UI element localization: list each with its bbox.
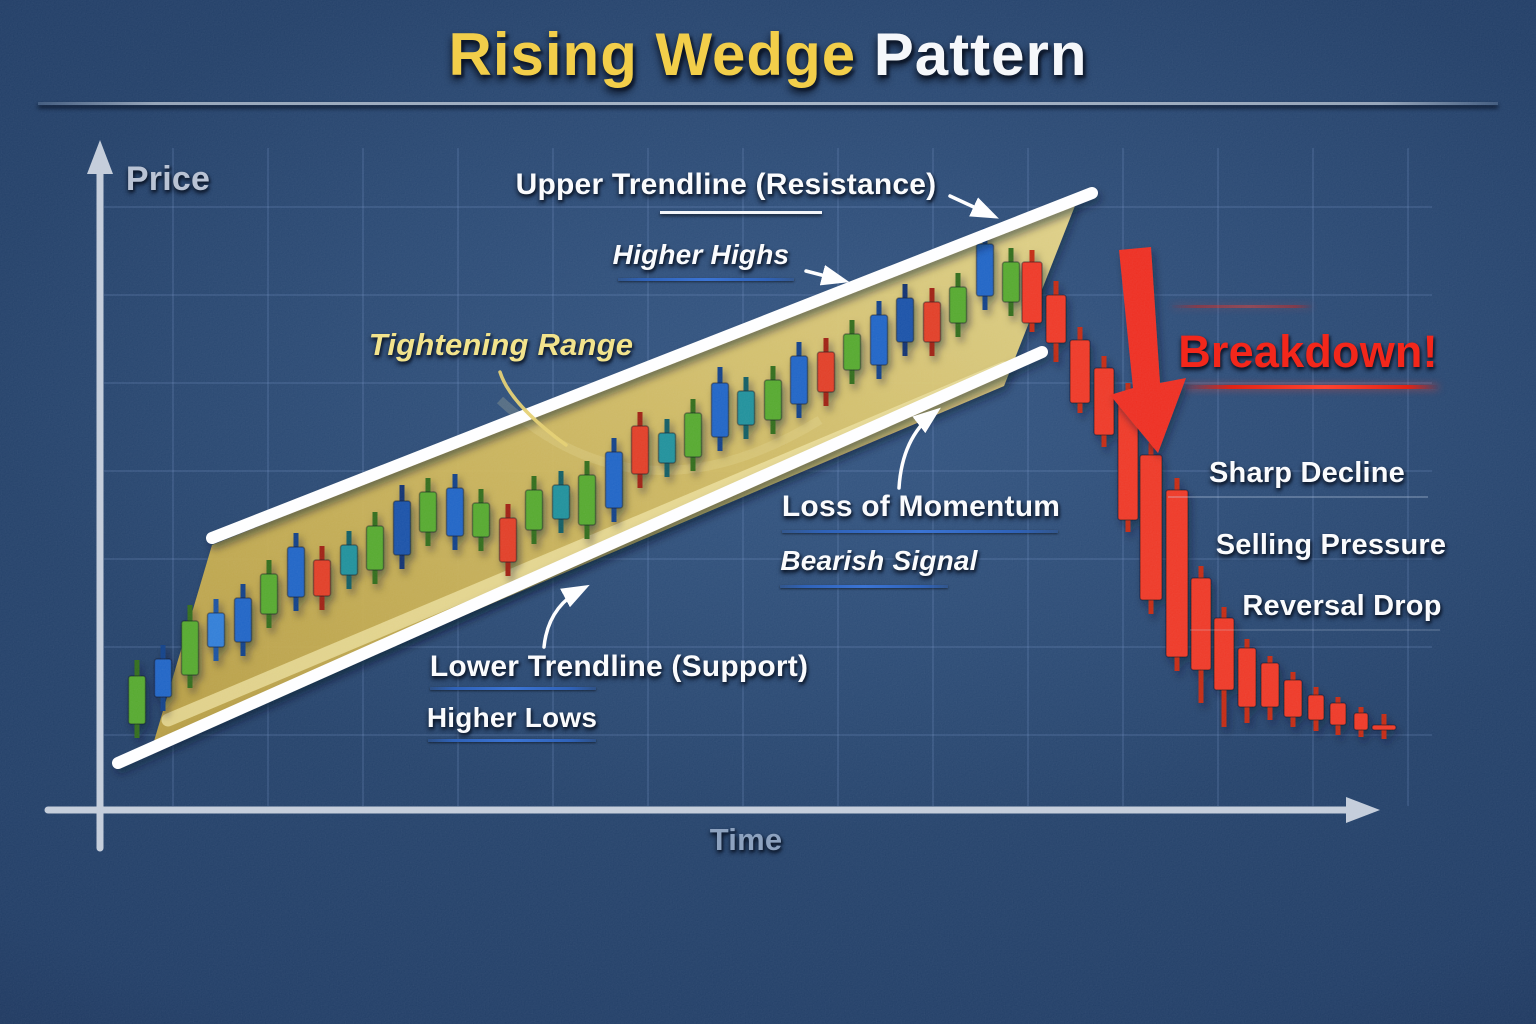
breakdown-topline [1172,305,1312,308]
higher-lows-underline [428,739,596,742]
selling-pressure-label: Selling Pressure [1215,529,1447,561]
upper-trendline-label: Upper Trendline (Resistance) [515,168,937,201]
loss-of-momentum-label: Loss of Momentum [781,490,1061,523]
sharp-decline-label: Sharp Decline [1209,457,1405,489]
title-rest: Pattern [873,21,1088,88]
upper-trendline-underline [660,211,822,214]
tightening-range-label: Tightening Range [368,327,634,362]
bearish-signal-underline [780,585,948,588]
title-highlight: Rising Wedge [448,21,874,88]
loss-of-momentum-underline [782,530,1058,533]
page-title: Rising Wedge Pattern [0,20,1536,89]
higher-highs-label: Higher Highs [612,239,790,270]
price-axis-label: Price [125,160,211,198]
time-axis-label: Time [709,822,783,857]
bearish-signal-label: Bearish Signal [780,545,978,576]
lower-trendline-label: Lower Trendline (Support) [429,650,809,683]
title-separator [38,102,1498,105]
reversal-drop-underline [1190,629,1440,631]
breakdown-underline [1186,385,1438,389]
sharp-decline-underline [1168,496,1428,498]
reversal-drop-label: Reversal Drop [1242,590,1442,622]
lower-trendline-underline [430,687,596,690]
breakdown-label: Breakdown! [1178,326,1438,377]
higher-lows-label: Higher Lows [426,702,598,733]
higher-highs-underline [618,278,794,281]
